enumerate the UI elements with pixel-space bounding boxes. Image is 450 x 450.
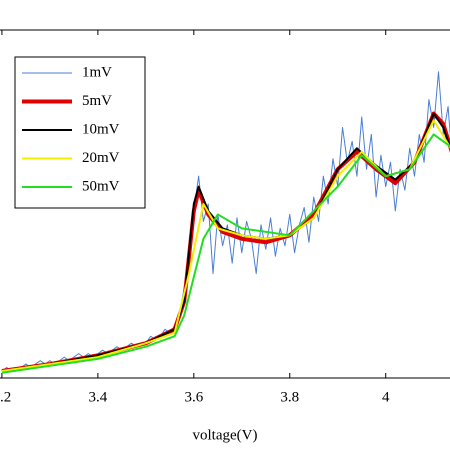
series-line	[1, 133, 450, 374]
legend-label: 5mV	[82, 93, 112, 109]
x-tick-label: 3.2	[0, 389, 11, 405]
x-tick-label: 4	[382, 389, 390, 405]
x-tick-label: 3.4	[88, 389, 107, 405]
x-axis-label: voltage(V)	[193, 427, 258, 443]
legend-label: 50mV	[82, 178, 120, 194]
x-tick-label: 3.8	[280, 389, 299, 405]
series-line	[1, 71, 450, 372]
x-tick-label: 3.6	[184, 389, 203, 405]
legend-label: 1mV	[82, 64, 112, 80]
legend-label: 10mV	[82, 121, 120, 137]
legend-label: 20mV	[82, 150, 120, 166]
legend-box	[14, 56, 146, 209]
